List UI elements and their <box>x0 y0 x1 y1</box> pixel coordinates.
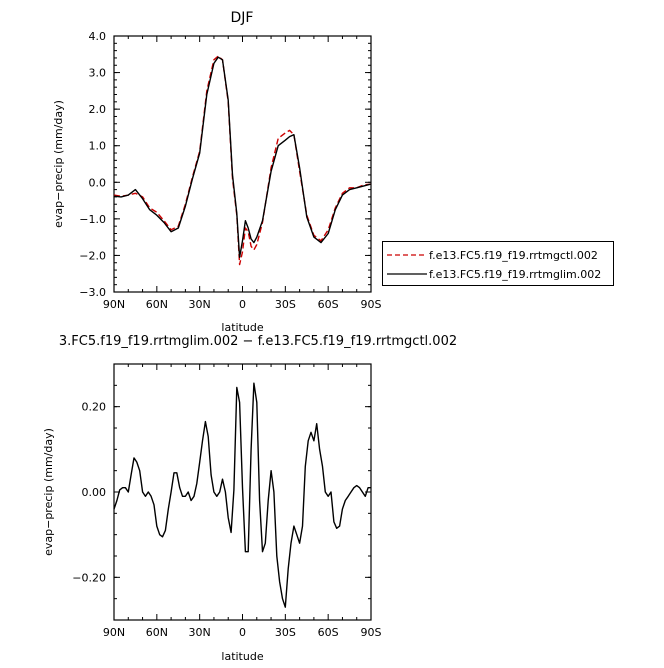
y-tick-label-0: 0.0 <box>89 176 107 189</box>
y-tick-label-0: 2.0 <box>89 103 107 116</box>
x-tick-label-1: 30S <box>275 626 296 639</box>
x-tick-label-0: 0 <box>239 298 246 311</box>
legend-entry-ctl: f.e13.FC5.f19_f19.rrtmgctl.002 <box>387 246 598 264</box>
y-tick-label-1: 0.00 <box>82 486 107 499</box>
y-tick-label-0: 4.0 <box>89 30 107 43</box>
legend: f.e13.FC5.f19_f19.rrtmgctl.002 f.e13.FC5… <box>382 241 614 286</box>
legend-swatch-solid-black <box>387 273 427 275</box>
x-tick-label-1: 60N <box>146 626 168 639</box>
x-tick-label-0: 90S <box>361 298 382 311</box>
x-tick-label-0: 60S <box>318 298 339 311</box>
y-tick-label-0: −3.0 <box>79 286 106 299</box>
y-tick-label-0: 3.0 <box>89 67 107 80</box>
series-line-0-1 <box>113 56 372 258</box>
legend-label-ctl: f.e13.FC5.f19_f19.rrtmgctl.002 <box>429 248 598 262</box>
legend-label-lim: f.e13.FC5.f19_f19.rrtmglim.002 <box>429 267 602 281</box>
y-axis-label-1: evap−precip (mm/day) <box>42 428 55 556</box>
x-tick-label-1: 90S <box>361 626 382 639</box>
x-axis-label-1: latitude <box>221 650 263 663</box>
chart-title-1: 3.FC5.f19_f19.rrtmglim.002 − f.e13.FC5.f… <box>59 334 457 349</box>
y-tick-label-0: 1.0 <box>89 140 107 153</box>
y-axis-label-0: evap−precip (mm/day) <box>52 100 65 228</box>
x-tick-label-1: 30N <box>189 626 211 639</box>
x-axis-label-0: latitude <box>221 321 263 334</box>
x-tick-label-0: 90N <box>103 298 125 311</box>
legend-entry-lim: f.e13.FC5.f19_f19.rrtmglim.002 <box>387 265 601 283</box>
x-tick-label-1: 0 <box>239 626 246 639</box>
series-line-1-0 <box>113 382 371 608</box>
x-tick-label-1: 60S <box>318 626 339 639</box>
x-tick-label-0: 30N <box>189 298 211 311</box>
y-tick-label-0: −2.0 <box>79 249 106 262</box>
x-tick-label-0: 30S <box>275 298 296 311</box>
y-tick-label-1: 0.20 <box>82 401 107 414</box>
chart-title-0: DJF <box>231 10 254 26</box>
y-tick-label-1: −0.20 <box>72 571 106 584</box>
x-tick-label-1: 90N <box>103 626 125 639</box>
y-tick-label-0: −1.0 <box>79 213 106 226</box>
x-tick-label-0: 60N <box>146 298 168 311</box>
legend-swatch-dashed-red <box>387 254 427 256</box>
series-line-0-0 <box>113 55 372 266</box>
